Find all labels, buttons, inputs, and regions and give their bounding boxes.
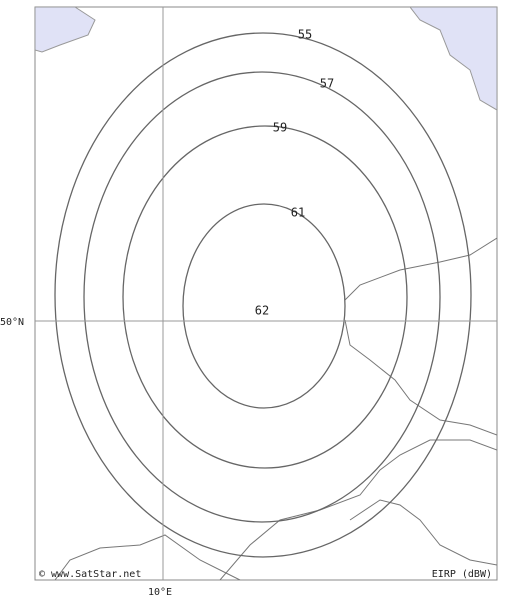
map-frame [34, 6, 498, 581]
contour-label: 57 [320, 77, 334, 91]
border [344, 319, 497, 436]
contour-label: 61 [291, 206, 305, 220]
copyright: © www.SatStar.net [39, 569, 141, 580]
contour-label: 55 [298, 28, 312, 42]
contour-59 [122, 125, 408, 469]
border [219, 439, 497, 580]
contour-55 [54, 32, 472, 558]
sea [35, 7, 96, 53]
border [349, 499, 497, 566]
border [54, 534, 241, 580]
contour-61 [182, 203, 346, 409]
contour-label: 62 [255, 304, 269, 318]
contour-label: 59 [273, 121, 287, 135]
unit-label: EIRP (dBW) [432, 569, 492, 580]
map-area [35, 7, 497, 580]
latitude-label: 50°N [0, 317, 24, 328]
sea [409, 7, 497, 111]
border [344, 237, 497, 301]
contour-57 [83, 71, 441, 523]
longitude-label: 10°E [148, 587, 172, 598]
